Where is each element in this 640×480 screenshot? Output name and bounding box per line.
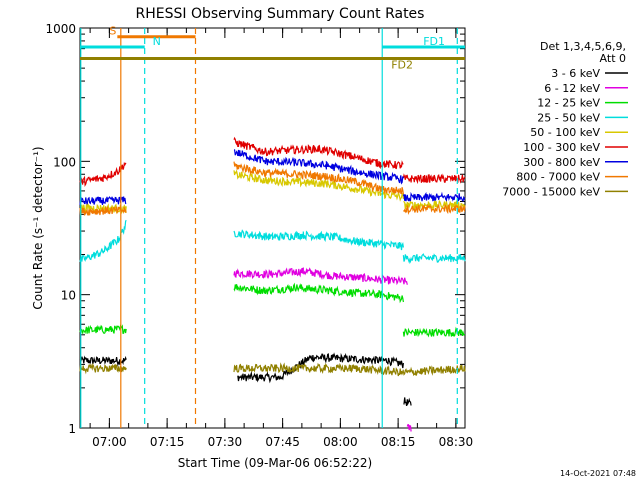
series-line	[233, 282, 404, 304]
series-line	[402, 253, 466, 265]
series-line	[402, 191, 466, 203]
y-axis-label: Count Rate (s⁻¹ detector⁻¹)	[31, 146, 45, 309]
series-line	[237, 352, 404, 384]
x-tick-label: 08:30	[439, 435, 474, 449]
event-bar-label: N	[153, 35, 161, 48]
x-tick-label: 07:00	[92, 435, 127, 449]
series-line	[402, 173, 466, 185]
legend-entry-label: 3 - 6 keV	[551, 67, 600, 80]
series-line	[403, 203, 466, 216]
chart-title: RHESSI Observing Summary Count Rates	[136, 6, 425, 22]
plot-area	[79, 27, 466, 429]
legend-entry-label: 100 - 300 keV	[523, 141, 600, 154]
legend-entry-label: 7000 - 15000 keV	[502, 185, 600, 198]
event-bar-label: FD1	[423, 35, 445, 48]
series-line	[233, 229, 404, 251]
series-line	[79, 355, 127, 367]
legend-entry-label: 12 - 25 keV	[537, 97, 600, 110]
y-tick-label: 1	[68, 422, 76, 436]
series-line	[402, 326, 465, 338]
series-line	[233, 169, 404, 202]
footer-timestamp: 14-Oct-2021 07:48	[560, 469, 636, 478]
series-line	[403, 397, 412, 407]
series-line	[79, 363, 127, 375]
legend-entry-label: 800 - 7000 keV	[516, 171, 600, 184]
series-line	[79, 219, 127, 262]
legend-entry-label: 6 - 12 keV	[544, 82, 600, 95]
series-line	[233, 161, 404, 195]
series-line	[233, 136, 404, 170]
series-line	[233, 149, 404, 185]
legend-entry-label: 300 - 800 keV	[523, 156, 600, 169]
legend: Det 1,3,4,5,6,9, Att 0 3 - 6 keV 6 - 12 k…	[502, 40, 628, 198]
legend-title-line-1: Det 1,3,4,5,6,9,	[540, 40, 626, 53]
series-line	[233, 362, 404, 377]
event-bar-label: S	[109, 25, 116, 38]
plot-frame	[79, 27, 466, 429]
y-tick-label: 100	[53, 155, 76, 169]
series-line	[79, 324, 127, 335]
x-tick-label: 07:30	[208, 435, 243, 449]
legend-title-line-2: Att 0	[600, 52, 626, 65]
series-layer	[79, 136, 466, 432]
x-axis: 07:00 07:15 07:30 07:45 08:00 08:15 08:30	[89, 28, 474, 449]
y-tick-label: 1000	[45, 22, 76, 36]
legend-entry-label: 50 - 100 keV	[530, 126, 600, 139]
series-line	[233, 267, 408, 286]
x-tick-label: 08:15	[381, 435, 416, 449]
legend-entry-label: 25 - 50 keV	[537, 111, 600, 124]
event-bar-label: FD2	[391, 59, 413, 72]
series-line	[406, 424, 412, 432]
series-line	[402, 365, 466, 377]
annotation-layer: S N FD1 FD2	[80, 25, 465, 428]
series-line	[79, 206, 127, 216]
series-line	[79, 196, 127, 205]
x-tick-label: 08:00	[323, 435, 358, 449]
x-axis-label: Start Time (09-Mar-06 06:52:22)	[178, 456, 372, 470]
y-tick-label: 10	[61, 289, 76, 303]
x-tick-label: 07:15	[150, 435, 185, 449]
series-line	[79, 161, 127, 188]
x-tick-label: 07:45	[265, 435, 300, 449]
